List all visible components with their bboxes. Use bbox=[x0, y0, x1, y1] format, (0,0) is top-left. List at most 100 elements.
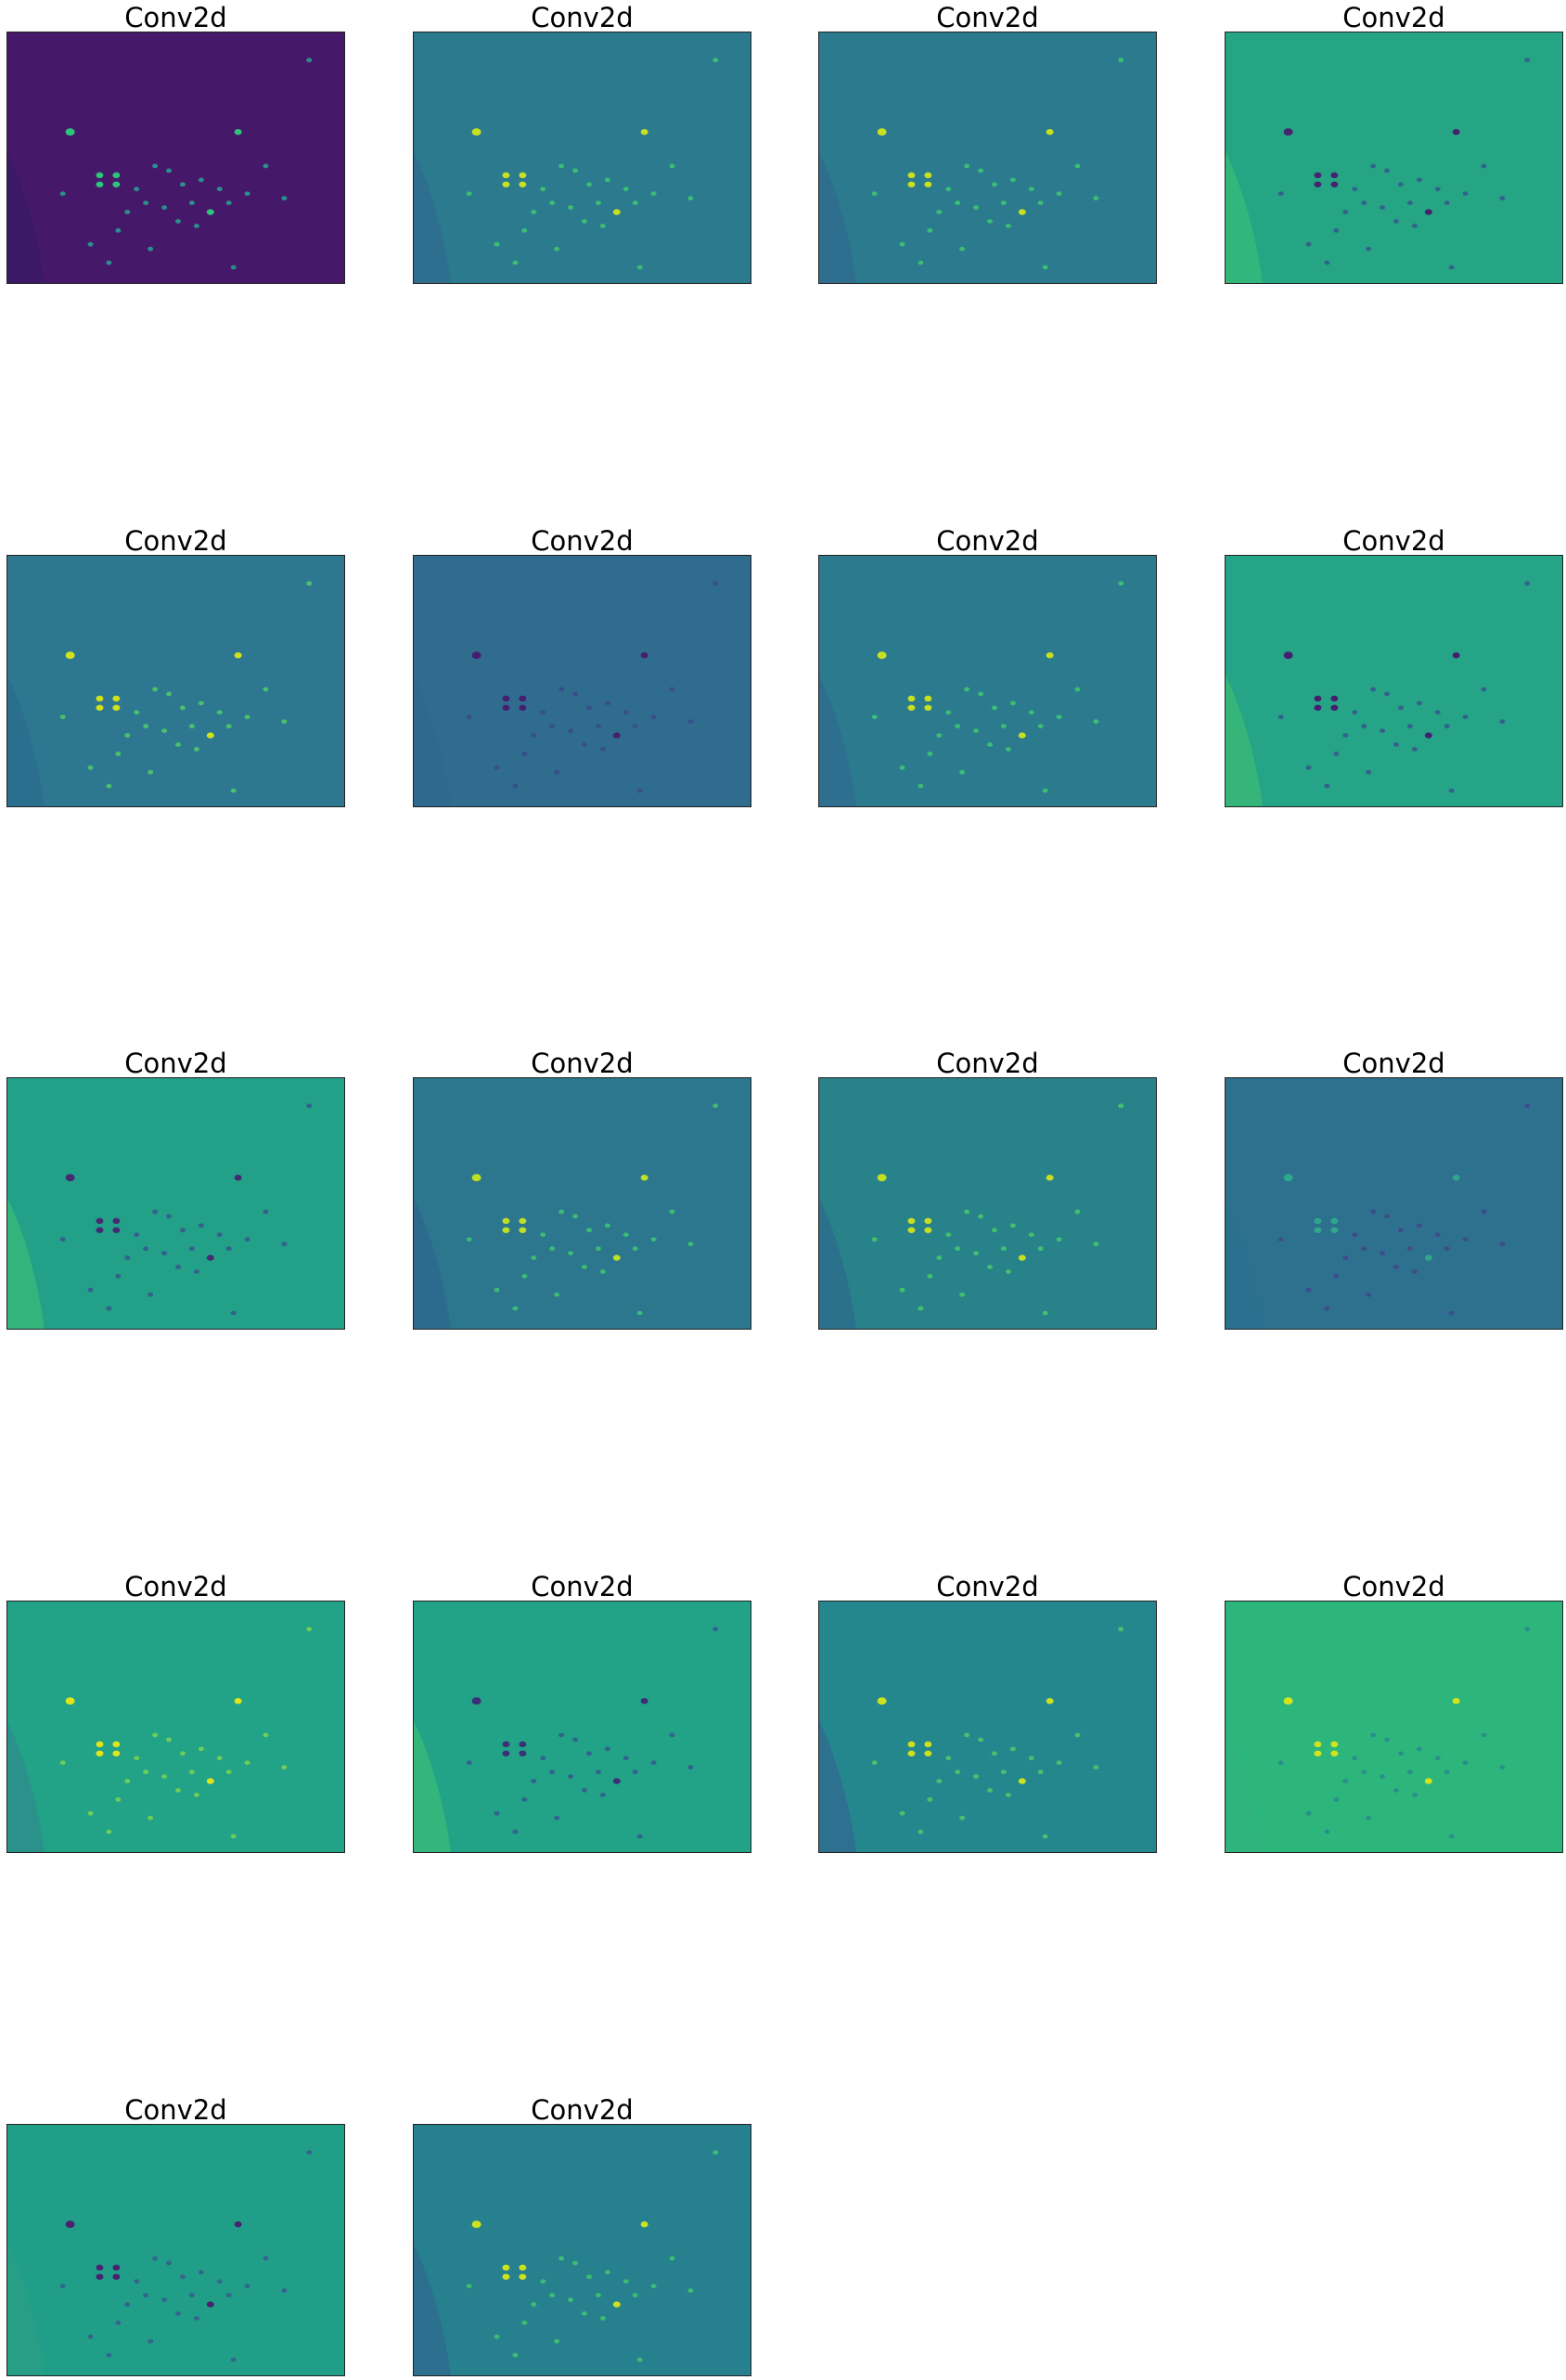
feature-map-image bbox=[413, 1077, 751, 1330]
feature-map-image bbox=[1225, 1601, 1563, 1853]
feature-spot bbox=[521, 1797, 528, 1802]
map-background bbox=[414, 1602, 751, 1852]
map-background bbox=[819, 1602, 1156, 1852]
feature-spot bbox=[927, 228, 933, 233]
feature-spot bbox=[148, 1815, 154, 1820]
feature-spot bbox=[945, 1232, 952, 1238]
feature-spot bbox=[1424, 1254, 1432, 1261]
feature-map-panel: Conv2d bbox=[1225, 1046, 1563, 1330]
feature-spot bbox=[225, 1769, 232, 1775]
feature-spot bbox=[924, 172, 932, 179]
feature-spot bbox=[1481, 1209, 1487, 1215]
feature-spot bbox=[1434, 1232, 1441, 1238]
feature-spot bbox=[907, 1217, 916, 1225]
feature-spot bbox=[1046, 129, 1054, 135]
feature-map-image bbox=[1225, 1077, 1563, 1330]
feature-map-image bbox=[6, 1077, 345, 1330]
feature-spot bbox=[234, 1175, 242, 1181]
feature-spot bbox=[1448, 264, 1455, 270]
feature-spot bbox=[585, 1228, 592, 1233]
feature-spot bbox=[96, 2264, 104, 2271]
feature-spot bbox=[1330, 1750, 1339, 1756]
feature-spot bbox=[907, 695, 916, 702]
feature-spot bbox=[978, 691, 984, 697]
feature-spot bbox=[636, 1310, 643, 1316]
feature-spot bbox=[1352, 1232, 1358, 1238]
feature-spot bbox=[263, 163, 269, 169]
feature-spot bbox=[973, 205, 980, 210]
panel-title: Conv2d bbox=[124, 525, 227, 557]
feature-spot bbox=[987, 742, 993, 747]
map-background bbox=[7, 1078, 344, 1329]
feature-spot bbox=[1499, 196, 1506, 201]
feature-spot bbox=[632, 724, 638, 729]
feature-spot bbox=[959, 769, 966, 775]
feature-spot bbox=[924, 1750, 932, 1756]
feature-spot bbox=[554, 769, 560, 775]
feature-spot bbox=[1324, 1306, 1330, 1311]
feature-spot bbox=[1037, 200, 1044, 206]
feature-spot bbox=[623, 187, 629, 192]
feature-spot bbox=[198, 1746, 204, 1752]
edge-shading bbox=[7, 1721, 45, 1852]
feature-spot bbox=[1452, 652, 1460, 659]
feature-spot bbox=[540, 1232, 546, 1238]
feature-spot bbox=[161, 1774, 168, 1779]
feature-spot bbox=[1037, 724, 1044, 729]
feature-spot bbox=[1018, 1254, 1026, 1261]
feature-map-panel: Conv2d bbox=[818, 1569, 1157, 1853]
feature-map-panel: Conv2d bbox=[6, 2092, 345, 2376]
feature-spot bbox=[612, 1778, 621, 1784]
feature-spot bbox=[636, 788, 643, 793]
feature-spot bbox=[179, 2274, 186, 2280]
feature-spot bbox=[568, 1251, 574, 1255]
feature-spot bbox=[1018, 209, 1026, 215]
feature-spot bbox=[512, 1829, 519, 1834]
feature-spot bbox=[1277, 1760, 1284, 1766]
map-background bbox=[414, 556, 751, 806]
feature-map-panel: Conv2d bbox=[818, 1046, 1157, 1330]
feature-spot bbox=[1314, 172, 1322, 179]
feature-spot bbox=[1444, 1246, 1450, 1252]
feature-spot bbox=[65, 2220, 75, 2229]
edge-shading bbox=[414, 675, 451, 806]
feature-spot bbox=[193, 747, 199, 752]
feature-spot bbox=[1093, 1241, 1099, 1247]
feature-spot bbox=[712, 58, 719, 63]
feature-spot bbox=[1042, 1833, 1048, 1839]
feature-spot bbox=[96, 2273, 104, 2280]
panel-title: Conv2d bbox=[1342, 1048, 1445, 1079]
feature-spot bbox=[568, 2297, 574, 2302]
feature-spot bbox=[991, 1228, 997, 1233]
map-background bbox=[819, 32, 1156, 283]
feature-spot bbox=[899, 241, 905, 247]
feature-spot bbox=[112, 2264, 121, 2271]
feature-map-panel: Conv2d bbox=[413, 0, 751, 284]
feature-spot bbox=[198, 701, 204, 706]
feature-map-panel: Conv2d bbox=[413, 2092, 751, 2376]
feature-spot bbox=[244, 191, 250, 197]
feature-spot bbox=[521, 2321, 528, 2325]
feature-spot bbox=[987, 1265, 993, 1269]
feature-map-panel: Conv2d bbox=[6, 0, 345, 284]
feature-spot bbox=[502, 695, 510, 702]
feature-map-image bbox=[413, 1601, 751, 1853]
feature-spot bbox=[1324, 1829, 1330, 1834]
feature-spot bbox=[585, 1751, 592, 1756]
feature-spot bbox=[599, 1793, 606, 1797]
feature-spot bbox=[936, 733, 943, 738]
feature-spot bbox=[568, 728, 574, 733]
feature-map-image bbox=[1225, 32, 1563, 284]
feature-spot bbox=[1452, 1698, 1460, 1705]
feature-spot bbox=[1524, 1103, 1531, 1109]
feature-spot bbox=[115, 1797, 122, 1802]
feature-spot bbox=[1056, 191, 1062, 197]
feature-spot bbox=[1352, 1756, 1358, 1761]
feature-spot bbox=[1028, 710, 1034, 715]
feature-spot bbox=[1366, 1815, 1372, 1820]
feature-spot bbox=[1028, 1756, 1034, 1761]
feature-spot bbox=[244, 1237, 250, 1242]
feature-spot bbox=[1411, 1793, 1418, 1797]
feature-spot bbox=[1397, 705, 1404, 711]
feature-spot bbox=[175, 742, 181, 747]
